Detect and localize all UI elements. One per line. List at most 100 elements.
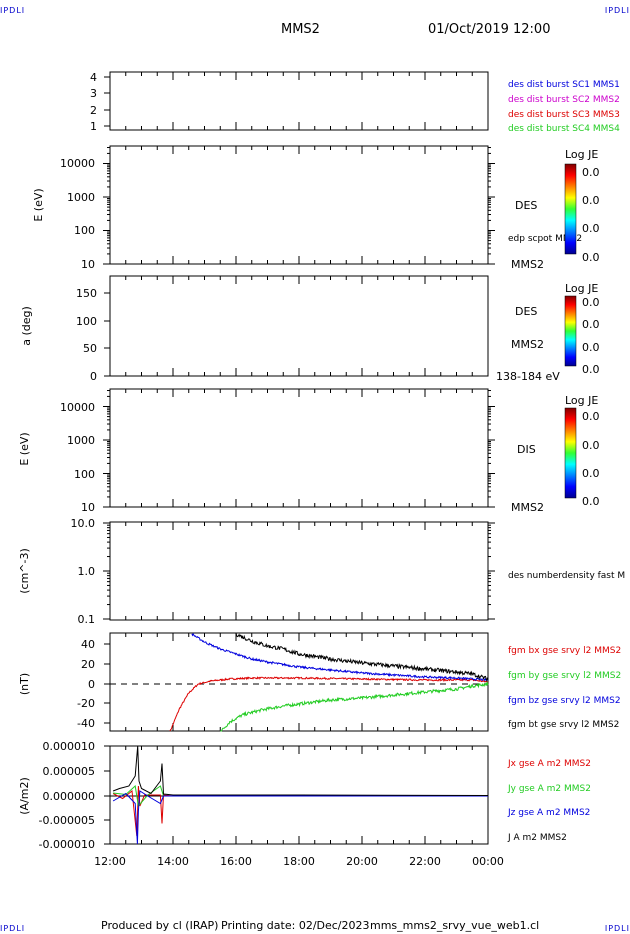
panel-2-ytick-label: 100 [74, 224, 95, 237]
panel-1-ytick-label: 2 [90, 104, 97, 117]
panel-5-frame [109, 521, 489, 621]
panel-dis-energy-spectrogram: 10 100 1000 10000 E (eV) DIS MMS2 Log JE… [18, 388, 600, 514]
footer-filename: mms_mms2_srvy_vue_web1.cl [370, 919, 540, 932]
panel-7-ytick-label: 0.000010 [43, 740, 96, 753]
panel-1-ytick-label: 4 [90, 71, 97, 84]
colorbar-label: 0.0 [582, 495, 600, 508]
legend-entry: des numberdensity fast M [508, 571, 625, 581]
panel-4-ytick-label: 1000 [67, 434, 95, 447]
panel-4-ytick-label: 100 [74, 468, 95, 481]
legend-entry: Jx gse A m2 MMS2 [507, 759, 591, 769]
time-tick-label: 20:00 [346, 855, 378, 868]
corner-mark-top-left: IPDLI [0, 6, 26, 15]
legend-entry: fgm bt gse srvy l2 MMS2 [508, 720, 619, 730]
time-tick-label: 18:00 [283, 855, 315, 868]
panel-5-ytick-label: 10.0 [71, 517, 96, 530]
panel-3-spacecraft-label: MMS2 [511, 338, 544, 351]
legend-entry: fgm bz gse srvy l2 MMS2 [508, 696, 621, 706]
colorbar-label: 0.0 [582, 251, 600, 264]
panel-3-ytick-label: 100 [76, 315, 97, 328]
panel-5-ytick-label: 1.0 [78, 565, 96, 578]
panel-3-frame [109, 275, 489, 377]
colorbar-label: 0.0 [582, 363, 600, 376]
legend-entry: J A m2 MMS2 [507, 833, 567, 843]
panel-6-frame [109, 632, 489, 732]
panel-2-ytick-label: 10000 [60, 157, 95, 170]
panel-4-spacecraft-label: MMS2 [511, 501, 544, 514]
panel-2-overlay-label: edp scpot MMS2 [508, 234, 582, 244]
panel-7-ylabel: (A/m2) [18, 777, 31, 815]
panel-magnetic-field: -40 -20 0 20 40 (nT) fgm bx gse srvy l2 … [18, 632, 621, 732]
panel-1-ytick-label: 3 [90, 87, 97, 100]
panel-3-ylabel: a (deg) [20, 306, 33, 346]
corner-mark-bottom-right: IPDLI [604, 924, 630, 933]
panel-7-ytick-label: 0.000005 [43, 765, 96, 778]
legend-entry: Jy gse A m2 MMS2 [507, 784, 591, 794]
panel-6-ytick-label: -20 [77, 697, 95, 710]
series-line [112, 745, 489, 796]
time-tick-label: 00:00 [472, 855, 504, 868]
colorbar-label: 0.0 [582, 318, 600, 331]
series-line [235, 632, 489, 683]
colorbar-label: 0.0 [582, 410, 600, 423]
panel-3-energy-range-label: 138-184 eV [496, 370, 560, 383]
corner-mark-top-right: IPDLI [604, 6, 630, 15]
legend-entry: des dist burst SC3 MMS3 [508, 110, 620, 120]
panel-2-ylabel: E (eV) [32, 188, 45, 221]
colorbar [564, 163, 577, 255]
panel-2-ytick-label: 1000 [67, 191, 95, 204]
time-tick-label: 22:00 [409, 855, 441, 868]
corner-mark-bottom-left: IPDLI [0, 924, 26, 933]
panel-6-ytick-label: 20 [81, 658, 95, 671]
panel-4-ytick-label: 10000 [60, 401, 95, 414]
panel-2-ytick-label: 10 [81, 258, 95, 271]
legend-entry: Jz gse A m2 MMS2 [507, 808, 590, 818]
panel-6-ytick-label: -40 [77, 717, 95, 730]
colorbar-label: 0.0 [582, 341, 600, 354]
panel-5-ylabel: (cm^-3) [18, 548, 31, 594]
panel-4-frame [109, 388, 489, 508]
colorbar-label: 0.0 [582, 296, 600, 309]
panel-des-energy-spectrogram: 10 100 1000 10000 E (eV) DES edp scpot M… [32, 145, 600, 271]
colorbar [564, 407, 577, 499]
colorbar-title: Log JE [565, 394, 598, 407]
plot-datetime: 01/Oct/2019 12:00 [428, 22, 551, 37]
panel-2-frame [109, 145, 489, 265]
colorbar-title: Log JE [565, 282, 598, 295]
panel-4-instrument-label: DIS [517, 443, 536, 456]
colorbar-label: 0.0 [582, 439, 600, 452]
panel-6-ylabel: (nT) [18, 673, 31, 695]
legend-entry: fgm bx gse srvy l2 MMS2 [508, 646, 621, 656]
panel-2-spacecraft-label: MMS2 [511, 258, 544, 271]
panel-7-ytick-label: 0.000000 [43, 790, 96, 803]
panel-6-ytick-label: 0 [88, 678, 95, 691]
series-line [169, 676, 489, 732]
series-line [112, 785, 488, 837]
panel-1-ytick-label: 1 [90, 120, 97, 133]
legend-entry: des dist burst SC1 MMS1 [508, 80, 620, 90]
legend-entry: des dist burst SC4 MMS4 [508, 124, 620, 134]
panel-1-frame [109, 71, 489, 131]
panel-3-ytick-label: 50 [83, 342, 97, 355]
panel-4-ytick-label: 10 [81, 501, 95, 514]
panel-3-ytick-label: 150 [76, 287, 97, 300]
colorbar-label: 0.0 [582, 166, 600, 179]
panel-des-pitch-angle: 0 50 100 150 a (deg) DES MMS2 138-184 eV… [20, 275, 600, 383]
series-line [220, 681, 489, 732]
time-tick-label: 16:00 [220, 855, 252, 868]
series-line [191, 632, 489, 682]
colorbar-label: 0.0 [582, 222, 600, 235]
panel-6-ytick-label: 40 [81, 638, 95, 651]
panel-burst-availability: 1 2 3 4 des dist burst SC1 MMS1 des dist… [90, 71, 620, 134]
time-tick-label: 12:00 [94, 855, 126, 868]
time-axis: 12:00 14:00 16:00 18:00 20:00 22:00 00:0… [94, 855, 504, 868]
panel-3-ytick-label: 0 [90, 370, 97, 383]
panel-5-ytick-label: 0.1 [78, 613, 96, 626]
colorbar-label: 0.0 [582, 467, 600, 480]
spacecraft-title: MMS2 [281, 22, 320, 37]
panel-4-ylabel: E (eV) [18, 432, 31, 465]
colorbar-label: 0.0 [582, 194, 600, 207]
legend-entry: fgm by gse srvy l2 MMS2 [508, 671, 621, 681]
panel-number-density: 0.1 1.0 10.0 (cm^-3) des numberdensity f… [18, 517, 625, 626]
